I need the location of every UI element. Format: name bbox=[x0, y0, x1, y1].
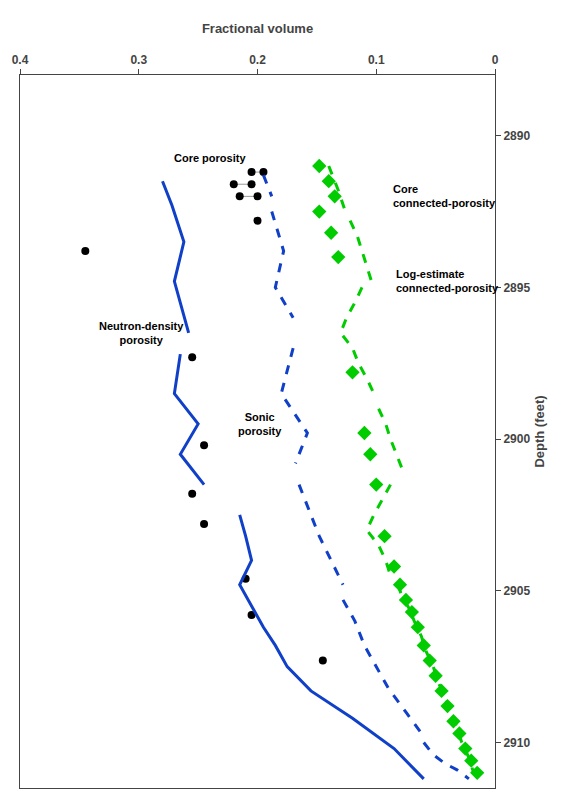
svg-text:0.1: 0.1 bbox=[368, 53, 385, 67]
svg-text:Log-estimateconnected-porosity: Log-estimateconnected-porosity bbox=[396, 268, 499, 294]
svg-text:2900: 2900 bbox=[503, 432, 530, 446]
svg-text:0: 0 bbox=[492, 53, 499, 67]
svg-text:Core porosity: Core porosity bbox=[174, 152, 246, 164]
svg-text:Depth (feet): Depth (feet) bbox=[532, 395, 547, 467]
svg-text:2910: 2910 bbox=[503, 736, 530, 750]
svg-text:2895: 2895 bbox=[503, 281, 530, 295]
svg-text:0.4: 0.4 bbox=[12, 53, 29, 67]
svg-text:Sonicporosity: Sonicporosity bbox=[238, 411, 282, 437]
svg-text:Neutron-densityporosity: Neutron-densityporosity bbox=[99, 320, 184, 346]
svg-text:0.2: 0.2 bbox=[249, 53, 266, 67]
svg-text:0.3: 0.3 bbox=[130, 53, 147, 67]
svg-text:Coreconnected-porosity: Coreconnected-porosity bbox=[393, 183, 496, 209]
svg-text:2905: 2905 bbox=[503, 584, 530, 598]
svg-text:2890: 2890 bbox=[503, 129, 530, 143]
svg-text:Fractional volume: Fractional volume bbox=[202, 21, 313, 36]
